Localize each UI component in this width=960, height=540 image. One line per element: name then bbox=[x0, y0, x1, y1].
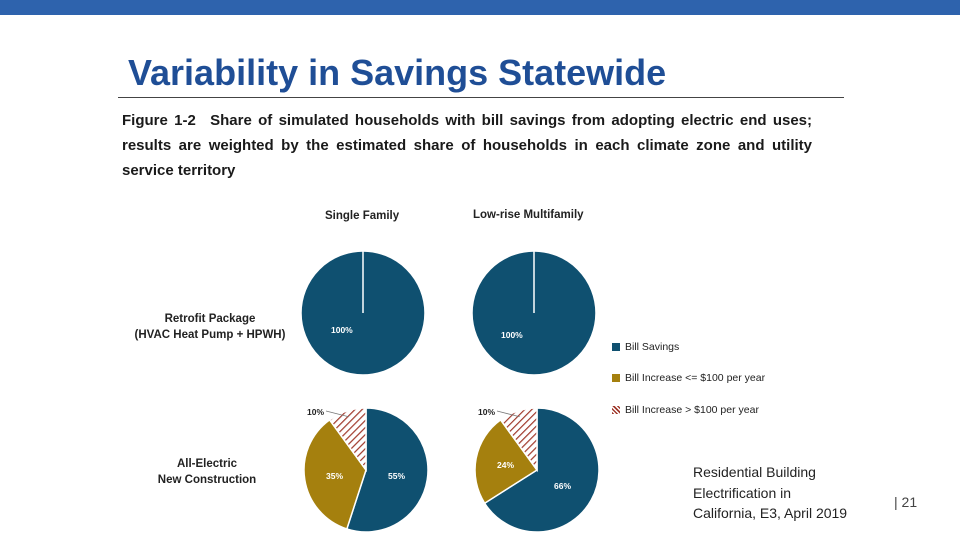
title-divider bbox=[118, 97, 844, 98]
pie-slice-4-bill-savings bbox=[483, 407, 600, 533]
row-header-retrofit-line1: Retrofit Package bbox=[164, 313, 256, 325]
legend-swatch-bill-savings bbox=[612, 343, 620, 351]
pie-label-3-bill-increase-100-per-year: 35% bbox=[326, 471, 343, 481]
legend-swatch-small-increase bbox=[612, 374, 620, 382]
pie-label-2-bill-savings: 100% bbox=[501, 330, 523, 340]
source-line-2: Electrification in bbox=[693, 484, 792, 501]
pie-slice-3-bill-savings bbox=[345, 407, 429, 533]
callout-line-4 bbox=[496, 410, 520, 418]
slide-title: Variability in Savings Statewide bbox=[128, 52, 667, 93]
figure-caption-text: Share of simulated households with bill … bbox=[122, 112, 813, 179]
page-number: | 21 bbox=[894, 494, 918, 510]
source-line-1: Residential Building bbox=[693, 464, 816, 480]
legend-label-small-increase: Bill Increase <= $100 per year bbox=[625, 372, 766, 384]
pie-slice-4-bill-increase-100-per-year bbox=[499, 407, 538, 473]
pie-slice-3-bill-increase-100-per-year bbox=[328, 407, 367, 473]
legend-item-large-increase: Bill Increase > $100 per year bbox=[612, 404, 759, 416]
source-line-3: California, E3, April 2019 bbox=[693, 505, 848, 521]
pie-label-3-bill-savings: 55% bbox=[388, 471, 405, 481]
figure-label: Figure 1-2 bbox=[122, 112, 196, 129]
legend-item-bill-savings: Bill Savings bbox=[612, 341, 679, 353]
pie-label-4-bill-increase-100-per-year: 24% bbox=[497, 460, 514, 470]
legend-item-small-increase: Bill Increase <= $100 per year bbox=[612, 372, 765, 384]
pie-label-4-bill-savings: 66% bbox=[554, 481, 571, 491]
legend-label-large-increase: Bill Increase > $100 per year bbox=[625, 404, 759, 416]
row-header-new-construction-line1: All-Electric bbox=[176, 458, 238, 470]
top-accent-bar bbox=[0, 0, 960, 15]
pie-slice-4-bill-increase-100-per-year bbox=[474, 418, 539, 505]
pie-label-3-bill-increase-100-per-year: 10% bbox=[307, 407, 324, 417]
row-header-new-construction: All-Electric New Construction bbox=[117, 456, 297, 488]
row-header-retrofit-line2: (HVAC Heat Pump + HPWH) bbox=[134, 329, 286, 341]
pie-slice-3-bill-increase-100-per-year bbox=[303, 418, 367, 530]
legend-label-bill-savings: Bill Savings bbox=[625, 341, 680, 353]
pie-label-4-bill-increase-100-per-year: 10% bbox=[478, 407, 495, 417]
figure-caption: Figure 1-2 Share of simulated households… bbox=[122, 108, 812, 183]
row-header-new-construction-line2: New Construction bbox=[157, 474, 257, 486]
pie-label-1-bill-savings: 100% bbox=[331, 325, 353, 335]
callout-line-3 bbox=[325, 410, 349, 418]
column-header-low-rise-multifamily: Low-rise Multifamily bbox=[473, 209, 584, 221]
row-header-retrofit: Retrofit Package (HVAC Heat Pump + HPWH) bbox=[120, 311, 300, 343]
source-citation: Residential Building Electrification in … bbox=[693, 462, 847, 524]
legend-swatch-large-increase bbox=[612, 406, 620, 414]
column-header-single-family: Single Family bbox=[325, 210, 400, 222]
